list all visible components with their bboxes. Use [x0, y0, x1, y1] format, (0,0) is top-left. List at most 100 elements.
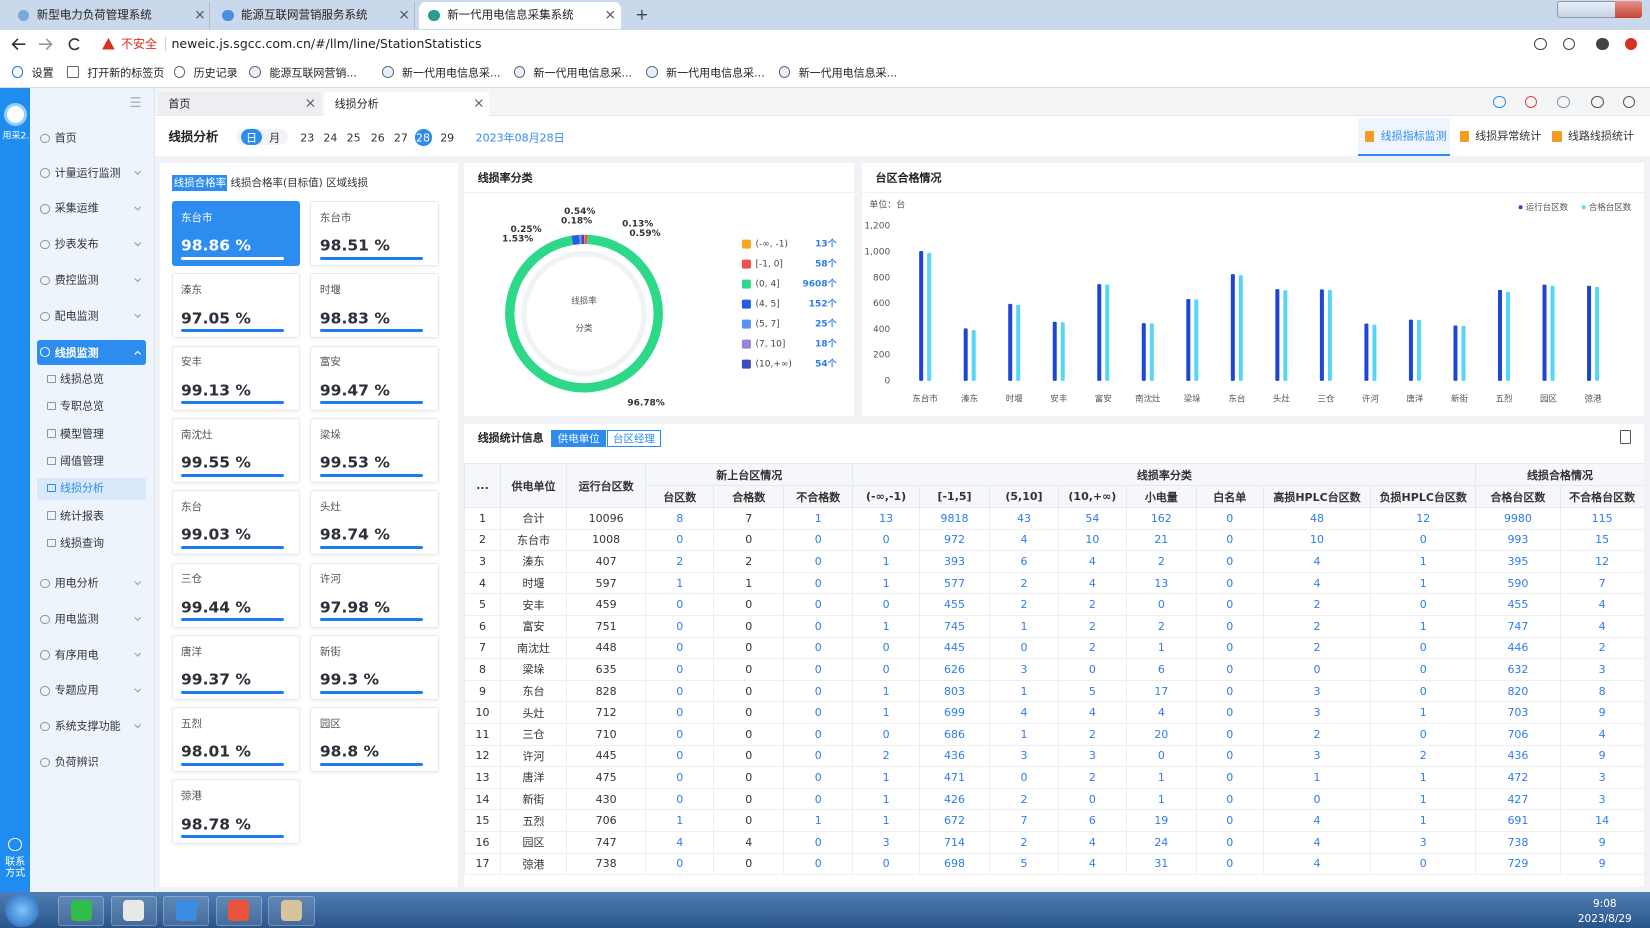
table-cell[interactable]: 2 — [990, 594, 1058, 616]
bookmark[interactable]: 新一代用电信息采... — [402, 67, 501, 78]
selected-date[interactable]: 2023年08月28日 — [476, 132, 565, 143]
table-cell[interactable]: 4 — [1058, 853, 1126, 875]
table-cell[interactable]: 4 — [1058, 702, 1126, 724]
table-cell[interactable]: 803 — [919, 680, 990, 702]
table-cell[interactable]: 4 — [1058, 572, 1126, 594]
tab-title[interactable]: 能源互联网营销服务系统 — [241, 9, 368, 21]
table-cell[interactable]: 745 — [919, 615, 990, 637]
tab-title[interactable]: 新一代用电信息采集系统 — [447, 9, 574, 21]
table-cell[interactable]: 14 — [1560, 810, 1644, 832]
table-cell[interactable]: 8 — [646, 508, 714, 530]
table-cell[interactable]: 0 — [783, 572, 853, 594]
submenu-item[interactable]: 专职总览 — [60, 401, 104, 412]
table-cell[interactable]: 691 — [1476, 810, 1560, 832]
table-cell[interactable]: 395 — [1476, 551, 1560, 573]
table-cell[interactable]: 43 — [990, 508, 1058, 530]
table-cell[interactable]: 1 — [990, 723, 1058, 745]
table-cell[interactable]: 12 — [1371, 508, 1476, 530]
table-cell[interactable]: 0 — [783, 788, 853, 810]
table-cell[interactable]: 1 — [1371, 702, 1476, 724]
table-cell[interactable]: 9 — [1560, 853, 1644, 875]
table-cell[interactable]: 0 — [783, 723, 853, 745]
table-cell[interactable]: 0 — [1371, 659, 1476, 681]
table-cell[interactable]: 0 — [1196, 788, 1263, 810]
table-cell[interactable]: 686 — [919, 723, 990, 745]
table-cell[interactable]: 471 — [919, 767, 990, 789]
table-cell[interactable]: 5 — [990, 853, 1058, 875]
table-cell[interactable]: 0 — [646, 659, 714, 681]
table-cell[interactable]: 972 — [919, 529, 990, 551]
table-cell[interactable]: 0 — [1263, 788, 1370, 810]
table-cell[interactable]: 2 — [853, 745, 919, 767]
table-cell[interactable]: 48 — [1263, 508, 1370, 530]
menu-item[interactable]: 费控监测 — [55, 274, 99, 285]
table-cell[interactable]: 2 — [1263, 615, 1370, 637]
table-cell[interactable]: 0 — [783, 831, 853, 853]
table-cell[interactable]: 4 — [1263, 831, 1370, 853]
table-cell[interactable]: 0 — [1196, 659, 1263, 681]
menu-item[interactable]: 系统支撑功能 — [55, 721, 121, 732]
table-cell[interactable]: 9 — [1560, 745, 1644, 767]
table-cell[interactable]: 0 — [714, 529, 784, 551]
table-cell[interactable]: 1 — [646, 572, 714, 594]
table-cell[interactable]: 0 — [853, 723, 919, 745]
table-cell[interactable]: 0 — [646, 680, 714, 702]
card-tab[interactable]: 区域线损 — [326, 178, 368, 189]
table-cell[interactable]: 24 — [1127, 831, 1197, 853]
table-cell[interactable]: 0 — [853, 659, 919, 681]
table-cell[interactable]: 6 — [990, 551, 1058, 573]
bookmark[interactable]: 历史记录 — [194, 67, 238, 78]
table-cell[interactable]: 3 — [990, 659, 1058, 681]
bookmark[interactable]: 设置 — [32, 67, 54, 78]
table-cell[interactable]: 0 — [1196, 723, 1263, 745]
table-cell[interactable]: 0 — [1196, 831, 1263, 853]
table-cell[interactable]: 1 — [1371, 572, 1476, 594]
table-cell[interactable]: 1 — [714, 572, 784, 594]
day[interactable]: 23 — [300, 132, 314, 143]
table-cell[interactable]: 0 — [1196, 572, 1263, 594]
table-cell[interactable]: 2 — [646, 551, 714, 573]
table-cell[interactable]: 632 — [1476, 659, 1560, 681]
table-cell[interactable]: 3 — [853, 831, 919, 853]
table-cell[interactable]: 1 — [1127, 788, 1197, 810]
table-cell[interactable]: 54 — [1058, 508, 1126, 530]
table-cell[interactable]: 472 — [1476, 767, 1560, 789]
table-cell[interactable]: 0 — [714, 659, 784, 681]
table-cell[interactable]: 1 — [1371, 810, 1476, 832]
submenu-item[interactable]: 统计报表 — [60, 510, 104, 521]
table-cell[interactable]: 0 — [990, 637, 1058, 659]
table-cell[interactable]: 3 — [1371, 831, 1476, 853]
table-cell[interactable]: 1 — [853, 702, 919, 724]
table-cell[interactable]: 427 — [1476, 788, 1560, 810]
table-cell[interactable]: 162 — [1127, 508, 1197, 530]
table-cell[interactable]: 0 — [714, 594, 784, 616]
table-cell[interactable]: 13 — [1127, 572, 1197, 594]
menu-item[interactable]: 配电监测 — [55, 310, 99, 321]
table-cell[interactable]: 0 — [1196, 637, 1263, 659]
start-button[interactable] — [5, 893, 39, 927]
table-cell[interactable]: 747 — [1476, 615, 1560, 637]
export-icon[interactable] — [1620, 430, 1632, 444]
day[interactable]: 24 — [323, 132, 337, 143]
table-cell[interactable]: 445 — [919, 637, 990, 659]
table-cell[interactable]: 3 — [1058, 745, 1126, 767]
table-cell[interactable]: 0 — [646, 615, 714, 637]
table-cell[interactable]: 3 — [1560, 788, 1644, 810]
table-cell[interactable]: 9 — [1560, 702, 1644, 724]
table-cell[interactable]: 0 — [783, 637, 853, 659]
table-cell[interactable]: 393 — [919, 551, 990, 573]
table-cell[interactable]: 426 — [919, 788, 990, 810]
table-cell[interactable]: 2 — [1127, 551, 1197, 573]
table-cell[interactable]: 2 — [1263, 723, 1370, 745]
page-tab-title[interactable]: 首页 — [168, 99, 190, 110]
table-cell[interactable]: 0 — [1196, 702, 1263, 724]
header-icon[interactable] — [1591, 96, 1604, 109]
table-cell[interactable]: 0 — [1127, 745, 1197, 767]
table-cell[interactable]: 0 — [1371, 637, 1476, 659]
table-cell[interactable]: 455 — [919, 594, 990, 616]
table-cell[interactable]: 2 — [1127, 615, 1197, 637]
table-cell[interactable]: 1 — [1371, 788, 1476, 810]
table-cell[interactable]: 2 — [990, 572, 1058, 594]
table-cell[interactable]: 590 — [1476, 572, 1560, 594]
table-cell[interactable]: 3 — [1560, 659, 1644, 681]
